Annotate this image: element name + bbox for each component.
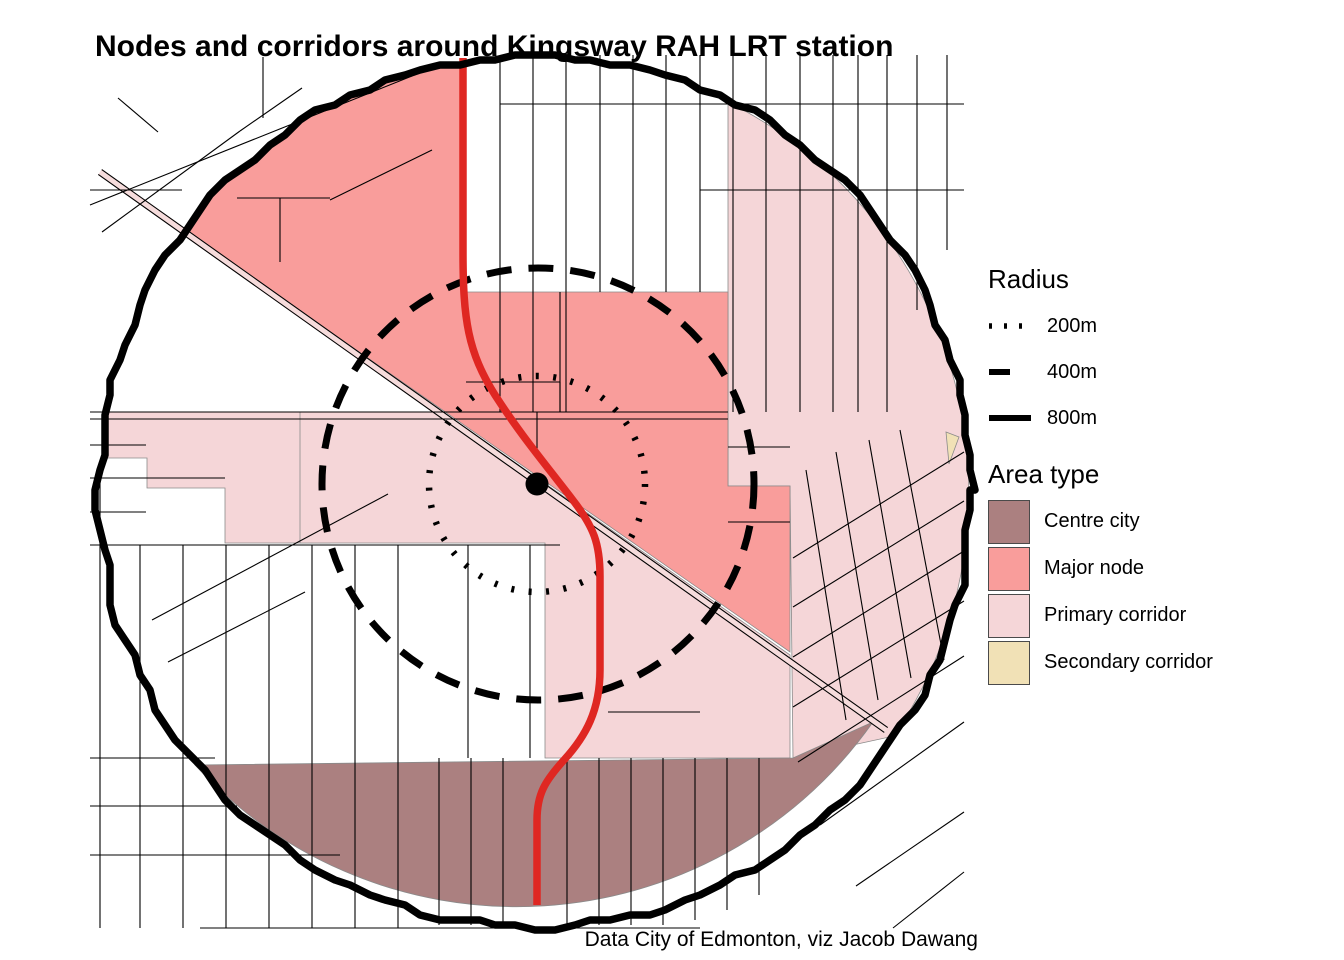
legend-item-label: Centre city — [1044, 510, 1140, 532]
secondary-corridor-swatch — [988, 640, 1030, 685]
legend-item-secondary-corridor: Secondary corridor — [988, 639, 1338, 686]
street-line — [892, 871, 965, 929]
lrt-line — [459, 58, 604, 905]
solid-line-icon — [989, 415, 1031, 421]
legend-item-centre-city: Centre city — [988, 498, 1338, 545]
kingsway-road-line — [101, 169, 889, 729]
area-major-node — [183, 60, 791, 653]
street-line — [805, 469, 847, 721]
dashed-line-icon — [989, 369, 1031, 375]
street-line — [819, 721, 965, 826]
street-line — [167, 591, 306, 663]
legend-item-label: Primary corridor — [1044, 604, 1187, 626]
legend-item-200m: 200m — [988, 303, 1338, 349]
legend-item-label: 800m — [1047, 406, 1098, 429]
legend-item-label: Secondary corridor — [1044, 651, 1213, 673]
legend-area-type-title: Area type — [988, 459, 1100, 489]
street-line — [101, 130, 241, 233]
major-node-swatch — [988, 546, 1030, 591]
legend-item-primary-corridor: Primary corridor — [988, 592, 1338, 639]
street-line — [899, 429, 945, 661]
street-line — [797, 655, 965, 763]
legend-item-label: 200m — [1047, 314, 1098, 337]
centre-city-swatch — [988, 499, 1030, 544]
legend-radius-title: Radius — [988, 264, 1069, 294]
legend-item-label: 400m — [1047, 360, 1098, 383]
street-line — [792, 500, 965, 608]
street-line — [239, 87, 303, 132]
legend-item-400m: 400m — [988, 349, 1338, 395]
lrt-station-dot — [525, 472, 549, 496]
street-line — [151, 493, 389, 621]
legend-item-800m: 800m — [988, 395, 1338, 441]
kingsway-road-casing — [97, 169, 889, 733]
street-line — [117, 97, 159, 133]
street-line — [792, 550, 965, 658]
dotted-line-icon — [989, 323, 1031, 329]
legend-item-label: Major node — [1044, 557, 1145, 579]
caption: Data City of Edmonton, viz Jacob Dawang — [584, 928, 978, 951]
street-line — [792, 600, 965, 708]
radius-ring-200m — [425, 372, 649, 596]
street-line — [329, 149, 433, 201]
street-line — [868, 439, 912, 679]
street-line — [855, 811, 965, 887]
radius-ring-400m — [318, 264, 758, 704]
legend-item-major-node: Major node — [988, 545, 1338, 592]
street-line — [835, 451, 879, 701]
street-line — [89, 65, 438, 206]
area-secondary-corridor — [945, 431, 960, 465]
primary-corridor-swatch — [988, 593, 1030, 638]
kingsway-road-line — [97, 173, 885, 733]
radius-ring-800m — [91, 51, 979, 934]
street-line — [792, 451, 965, 559]
legend: Radius 200m 400m 800m Area type Centre c… — [988, 264, 1338, 686]
